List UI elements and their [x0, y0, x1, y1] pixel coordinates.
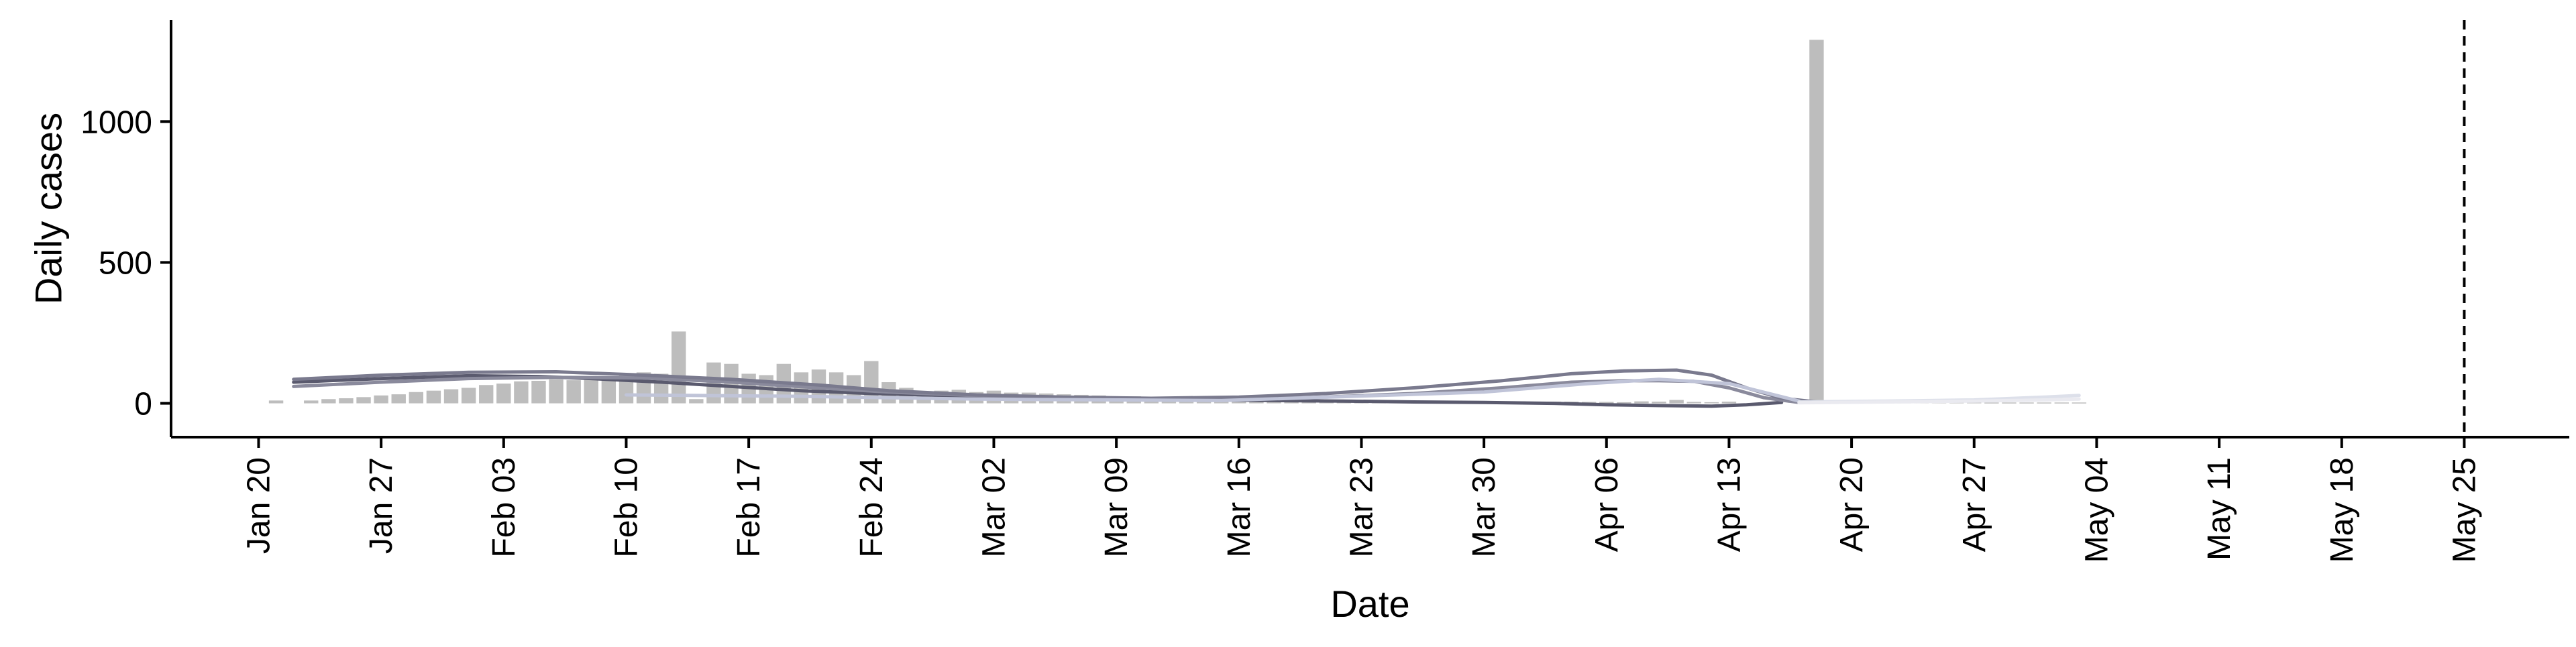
- bar: [268, 400, 284, 404]
- x-tick-label: Mar 23: [1344, 457, 1379, 557]
- bar: [1984, 402, 1999, 404]
- bar: [356, 397, 371, 404]
- x-tick-label: Mar 09: [1099, 457, 1134, 557]
- bar: [391, 394, 406, 404]
- bar: [374, 395, 388, 404]
- ticks-layer: 0 500 1000 Jan 20 Jan 27 Feb 03 Feb 10 Feb 17 Fe…: [80, 105, 2482, 563]
- x-tick-label: Jan 27: [364, 457, 399, 554]
- bar: [1721, 402, 1737, 404]
- bar: [339, 398, 354, 404]
- bar: [601, 376, 616, 404]
- bar: [304, 400, 319, 404]
- bar: [2002, 402, 2017, 404]
- bar: [514, 381, 529, 404]
- bar: [1967, 402, 1982, 404]
- x-tick-label: Mar 16: [1222, 457, 1257, 557]
- bar: [584, 377, 598, 404]
- axes-layer: [170, 20, 2569, 438]
- bar: [689, 399, 704, 404]
- series-line-3: [292, 368, 1819, 404]
- x-tick-label: Feb 17: [731, 457, 767, 557]
- bar: [2037, 402, 2051, 404]
- x-tick-label: May 11: [2202, 457, 2237, 561]
- bar: [409, 392, 424, 404]
- bar: [549, 379, 564, 404]
- y-tick-label: 1000: [80, 105, 152, 140]
- x-axis-title: Date: [1330, 583, 1409, 625]
- bar: [426, 390, 441, 404]
- x-tick-label: Apr 13: [1711, 457, 1747, 552]
- x-tick-label: Jan 20: [241, 457, 276, 554]
- bar: [461, 388, 476, 404]
- bar: [1809, 40, 1824, 404]
- y-tick-label: 0: [134, 387, 152, 422]
- x-tick-label: May 18: [2324, 457, 2360, 563]
- bar: [321, 399, 336, 404]
- bar: [1652, 402, 1666, 404]
- x-tick-label: Mar 30: [1466, 457, 1502, 557]
- y-tick-label: 500: [99, 245, 152, 281]
- bar: [496, 384, 511, 404]
- bar: [531, 380, 546, 404]
- bars-layer: [268, 40, 2087, 404]
- x-tick-label: Feb 03: [486, 457, 522, 557]
- bar: [443, 389, 459, 404]
- x-tick-label: Apr 20: [1834, 457, 1870, 552]
- x-tick-label: Apr 27: [1957, 457, 1992, 552]
- bar: [1599, 402, 1614, 404]
- x-tick-label: Feb 10: [608, 457, 644, 557]
- x-tick-label: Apr 06: [1589, 457, 1625, 552]
- bar: [1704, 402, 1719, 404]
- x-tick-label: May 04: [2079, 457, 2114, 563]
- x-tick-label: May 25: [2447, 457, 2482, 563]
- bar: [1634, 401, 1649, 404]
- x-tick-label: Mar 02: [976, 457, 1012, 557]
- bar: [1669, 400, 1684, 404]
- bar: [2019, 402, 2034, 404]
- bar: [1617, 402, 1631, 404]
- x-tick-label: Feb 24: [854, 457, 890, 557]
- bar: [566, 380, 581, 404]
- bar: [1686, 402, 1701, 404]
- series-line-6: [1797, 397, 2081, 405]
- y-axis-title: Daily cases: [28, 113, 70, 304]
- series-line-4: [625, 377, 1801, 403]
- bar: [479, 385, 494, 404]
- lines-layer: [292, 368, 2081, 408]
- bar: [2072, 402, 2087, 404]
- bar: [2054, 402, 2069, 404]
- bar: [672, 331, 686, 404]
